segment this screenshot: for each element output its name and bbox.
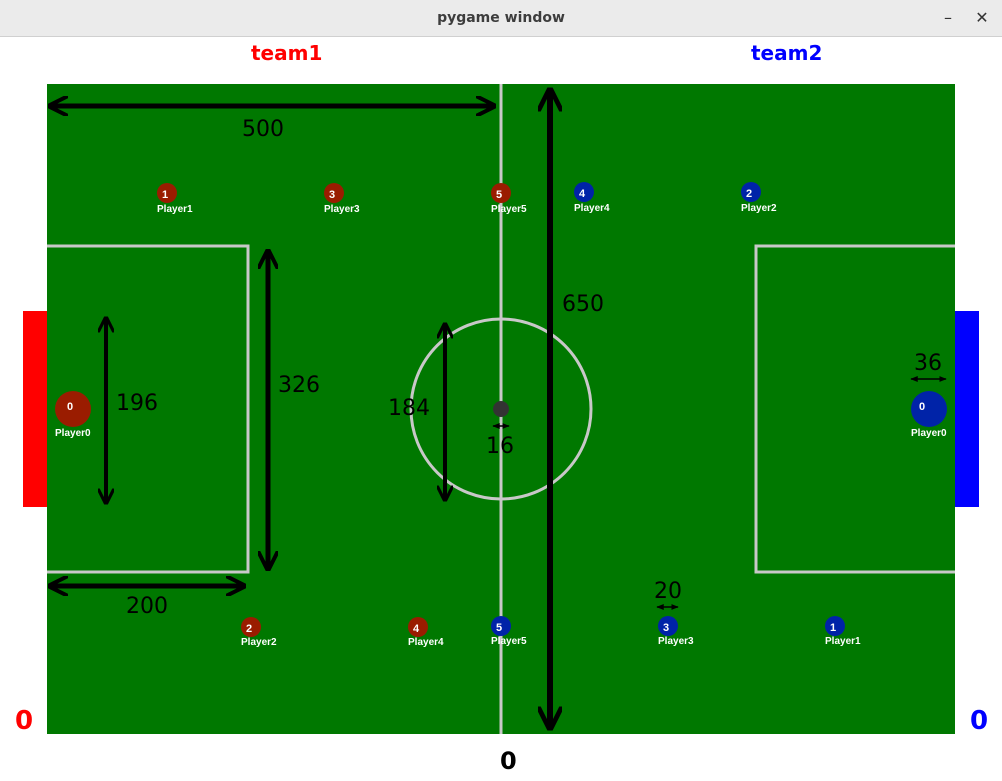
- player-number: 2: [746, 188, 752, 200]
- minimize-icon[interactable]: –: [944, 8, 952, 27]
- player-number: 5: [496, 622, 502, 634]
- window-titlebar: pygame window – ✕: [0, 0, 1002, 37]
- player-label: Player5: [491, 204, 527, 215]
- team1-player-1[interactable]: 1 Player1: [157, 183, 193, 215]
- center-counter: 0: [500, 747, 517, 775]
- player-number: 3: [329, 189, 335, 201]
- player-label: Player0: [55, 428, 91, 439]
- team2-name: team2: [751, 41, 823, 65]
- team1-score: 0: [15, 706, 34, 736]
- player-number: 0: [919, 401, 925, 413]
- team2-player-3[interactable]: 3 Player3: [658, 616, 694, 647]
- team2-player-4[interactable]: 4 Player4: [574, 182, 610, 214]
- player-number: 1: [162, 189, 168, 201]
- right-penalty-box: [754, 244, 955, 574]
- ball[interactable]: [493, 401, 509, 417]
- measure-label-16: 16: [486, 434, 514, 459]
- team1-player-2[interactable]: 2 Player2: [241, 617, 277, 648]
- player-label: Player0: [911, 428, 947, 439]
- measure-label-36: 36: [914, 351, 942, 376]
- team1-player-3[interactable]: 3 Player3: [324, 183, 360, 215]
- player-number: 2: [246, 623, 252, 635]
- team1-player-4[interactable]: 4 Player4: [408, 617, 444, 648]
- center-circle: [409, 317, 593, 501]
- measure-label-500: 500: [242, 117, 284, 142]
- measure-label-326: 326: [278, 373, 320, 398]
- player-number: 0: [67, 401, 73, 413]
- team1-player-5[interactable]: 5 Player5: [491, 183, 527, 215]
- player-label: Player3: [658, 636, 694, 647]
- player-number: 4: [579, 188, 586, 200]
- measure-label-184: 184: [388, 396, 430, 421]
- player-label: Player4: [408, 637, 444, 648]
- window-title: pygame window: [437, 10, 565, 26]
- player-label: Player4: [574, 203, 610, 214]
- team2-player-2[interactable]: 2 Player2: [741, 182, 777, 214]
- measure-label-650: 650: [562, 292, 604, 317]
- measure-label-196: 196: [116, 391, 158, 416]
- player-number: 5: [496, 189, 502, 201]
- player-label: Player1: [157, 204, 193, 215]
- team2-goal: [955, 311, 979, 507]
- player-label: Player1: [825, 636, 861, 647]
- close-icon[interactable]: ✕: [975, 8, 989, 27]
- team2-player-5[interactable]: 5 Player5: [491, 616, 527, 647]
- team1-player-0[interactable]: 0 Player0: [55, 391, 91, 439]
- measure-label-20: 20: [654, 579, 682, 604]
- team2-player-0[interactable]: 0 Player0: [911, 391, 947, 439]
- player-number: 4: [413, 623, 420, 635]
- player-label: Player5: [491, 636, 527, 647]
- player-label: Player3: [324, 204, 360, 215]
- left-penalty-box: [47, 244, 250, 574]
- player-label: Player2: [241, 637, 277, 648]
- player-number: 1: [830, 622, 836, 634]
- team1-goal: [23, 311, 47, 507]
- player-number: 3: [663, 622, 669, 634]
- team2-score: 0: [970, 706, 989, 736]
- team1-name: team1: [251, 41, 323, 65]
- player-label: Player2: [741, 203, 777, 214]
- measure-label-200: 200: [126, 594, 168, 619]
- team2-player-1[interactable]: 1 Player1: [825, 616, 861, 647]
